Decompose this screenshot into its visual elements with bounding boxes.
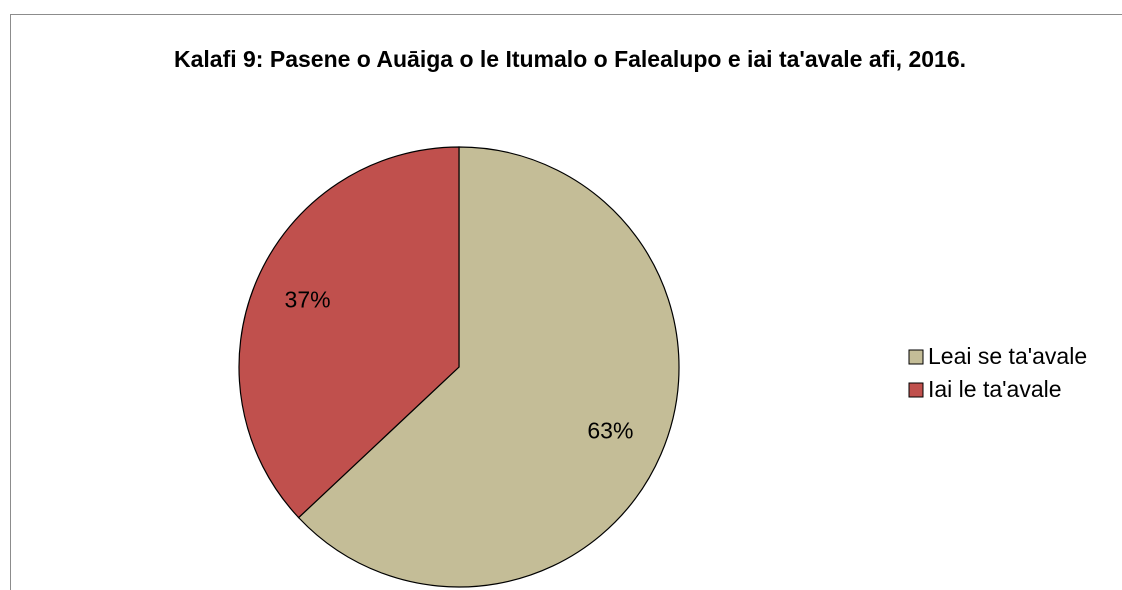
chart-title: Kalafi 9: Pasene o Auāiga o le Itumalo o… xyxy=(173,46,967,72)
legend-label: Leai se ta'avale xyxy=(928,343,1087,369)
data-label: 63% xyxy=(587,418,633,444)
pie-slice xyxy=(238,146,460,519)
legend-swatch xyxy=(908,349,924,365)
chart-frame xyxy=(10,14,1122,590)
legend-label: Iai le ta'avale xyxy=(928,376,1062,402)
data-label: 37% xyxy=(285,287,331,313)
pie-slice xyxy=(297,146,680,588)
legend-swatch xyxy=(908,382,924,398)
